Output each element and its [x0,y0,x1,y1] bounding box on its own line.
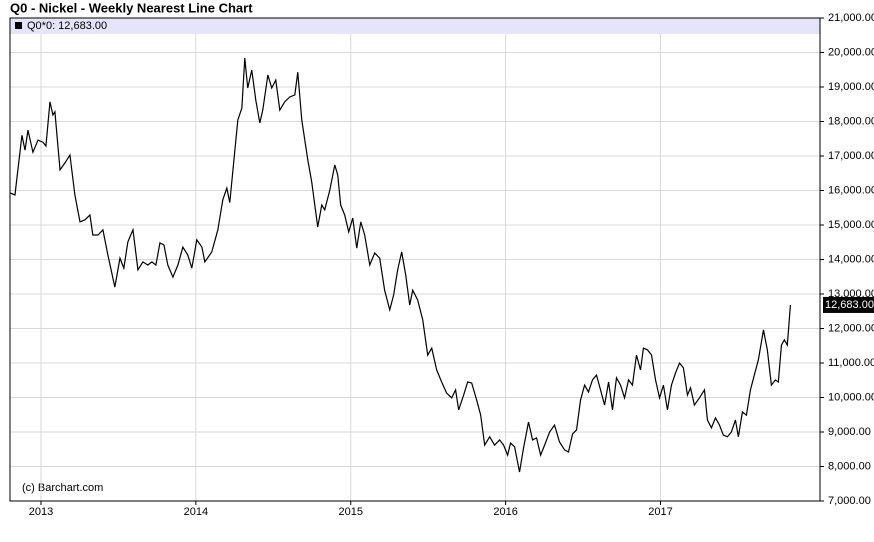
legend-label: Q0*0: 12,683.00 [27,20,107,32]
y-tick-label: 8,000.00 [828,460,871,472]
x-tick-label: 2015 [338,506,362,518]
y-tick-label: 20,000.00 [828,46,874,58]
y-tick-label: 11,000.00 [828,357,874,369]
y-tick-label: 21,000.00 [828,12,874,24]
y-tick-label: 16,000.00 [828,184,874,196]
last-value-label: 12,683.00 [825,299,874,311]
y-tick-label: 7,000.00 [828,495,871,507]
legend-swatch [15,22,22,29]
y-tick-label: 19,000.00 [828,81,874,93]
legend-band [10,18,820,34]
last-value-box [823,296,874,313]
chart-title: Q0 - Nickel - Weekly Nearest Line Chart [10,0,253,15]
y-tick-label: 15,000.00 [828,219,874,231]
x-tick-label: 2016 [493,506,517,518]
x-tick-label: 2017 [648,506,672,518]
plot-border [9,17,821,502]
y-tick-label: 12,000.00 [828,322,874,334]
y-tick-label: 18,000.00 [828,115,874,127]
y-tick-label: 9,000.00 [828,426,871,438]
y-tick-label: 14,000.00 [828,253,874,265]
y-tick-label: 17,000.00 [828,150,874,162]
x-tick-label: 2014 [184,506,208,518]
y-tick-label: 10,000.00 [828,391,874,403]
y-tick-label: 13,000.00 [828,288,874,300]
price-line [9,57,792,473]
credit: (c) Barchart.com [22,482,103,494]
x-tick-label: 2013 [29,506,53,518]
